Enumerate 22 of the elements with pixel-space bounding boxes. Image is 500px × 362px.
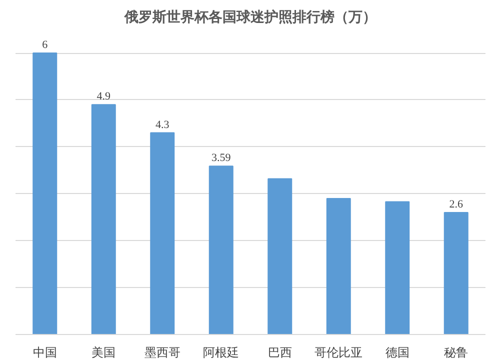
bar [326,198,351,334]
bar [32,52,58,334]
data-label: 3.59 [212,152,232,164]
bar [208,166,234,334]
data-label: 4.3 [156,118,170,131]
x-tick-label: 巴西 [268,346,292,360]
x-tick-label: 德国 [385,346,410,360]
x-tick-label: 中国 [32,346,57,360]
data-label: 2.6 [449,198,464,211]
bar [385,201,410,334]
bar [444,212,468,334]
x-tick-label: 哥伦比亚 [314,346,363,360]
bar [268,178,292,334]
x-tick-label: 阿根廷 [203,346,240,360]
chart-title: 俄罗斯世界杯各国球迷护照排行榜（万） [124,8,376,26]
x-tick-label: 秘鲁 [444,346,468,360]
bar [150,132,175,334]
data-label: 4.9 [96,90,111,103]
x-tick-label: 墨西哥 [144,346,180,360]
data-label: 6 [42,39,48,52]
bar [91,104,116,334]
x-tick-label: 美国 [92,346,116,360]
